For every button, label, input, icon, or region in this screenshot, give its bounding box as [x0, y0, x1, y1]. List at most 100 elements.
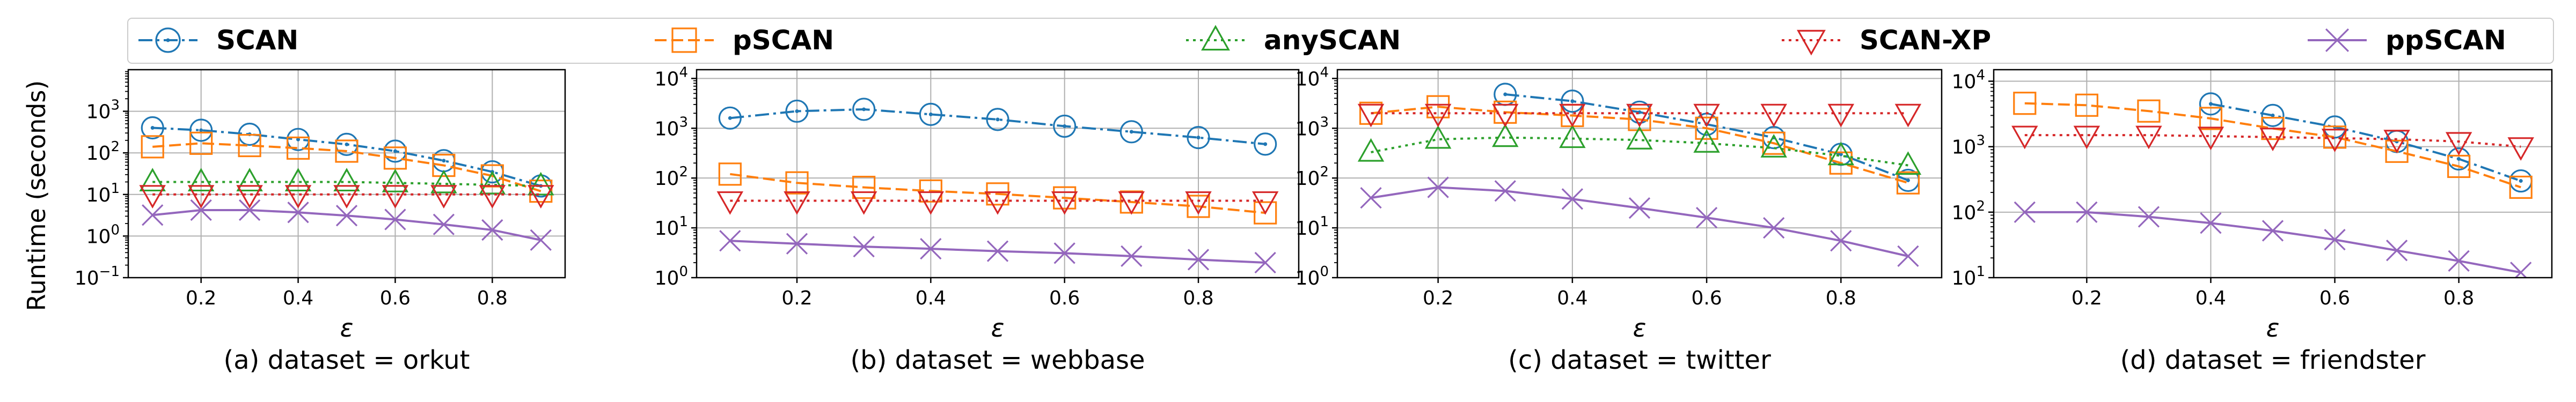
data-point [2321, 129, 2348, 153]
data-point [382, 168, 409, 192]
data-point [853, 235, 875, 258]
data-point [1494, 180, 1516, 202]
data-point [1254, 251, 1276, 274]
data-point [333, 185, 360, 209]
data-point [2199, 107, 2223, 130]
data-point [919, 102, 942, 126]
series-scan [2199, 92, 2533, 193]
data-point [785, 99, 809, 123]
data-point [2445, 132, 2472, 156]
x-tick-label: 0.4 [1557, 287, 1587, 309]
series-scan [718, 98, 1277, 156]
data-point [141, 135, 164, 159]
data-point [1559, 124, 1586, 148]
series-layer [2011, 92, 2534, 278]
series-layer [139, 116, 554, 251]
data-point [850, 191, 877, 215]
y-tick-label: 100 [655, 264, 688, 289]
series-line [152, 142, 541, 192]
data-point [1254, 201, 1277, 225]
data-point [2138, 206, 2160, 228]
data-point [716, 191, 744, 215]
plot-frame [127, 69, 566, 279]
data-point [1628, 197, 1651, 219]
series-layer [1357, 83, 1922, 267]
x-tick-label: 0.4 [2196, 287, 2226, 309]
data-point [1760, 103, 1787, 128]
x-tick-label: 0.2 [1423, 287, 1453, 309]
data-point [852, 175, 876, 199]
data-point [718, 162, 742, 186]
y-tick-label: 103 [1952, 133, 1985, 159]
series-ppscan [142, 199, 552, 251]
data-point [238, 199, 261, 221]
data-point [1357, 138, 1385, 162]
data-point [1492, 103, 1519, 128]
data-point [287, 202, 309, 224]
panel-caption: (c) dataset = twitter [1508, 345, 1771, 375]
data-point [2011, 125, 2038, 150]
data-point [917, 191, 945, 215]
data-point [1187, 126, 1210, 150]
x-tick-label: 0.8 [2443, 287, 2474, 309]
series-line [730, 108, 1265, 145]
grid [128, 70, 565, 278]
data-point [384, 209, 406, 230]
series-ppscan [719, 230, 1276, 274]
data-point [2076, 201, 2098, 223]
data-point [1360, 187, 1382, 209]
data-point [2383, 130, 2410, 154]
data-point [1827, 142, 1855, 166]
data-point [2073, 125, 2101, 150]
x-axis-label: ε [340, 314, 354, 343]
series-scan-xp [716, 191, 1279, 215]
data-point [2135, 125, 2162, 150]
x-tick-label: 0.8 [477, 287, 508, 309]
data-point [2509, 175, 2533, 199]
legend-label: SCAN-XP [1860, 25, 1991, 56]
data-point [920, 238, 942, 260]
data-point [1762, 131, 1785, 155]
y-tick-label: 102 [1952, 198, 1985, 224]
data-point [238, 133, 261, 158]
data-point [1053, 242, 1075, 264]
legend-entry-scan-xp: SCAN-XP [1782, 25, 1991, 56]
data-point [2385, 240, 2408, 262]
data-point [1492, 123, 1519, 147]
x-tick-label: 0.2 [186, 287, 216, 309]
series-line [2024, 134, 2521, 148]
data-point [1894, 103, 1922, 128]
data-point [382, 185, 409, 209]
data-point [1424, 103, 1452, 128]
data-point [189, 131, 213, 155]
series-pscan [1359, 95, 1920, 195]
series-scan [141, 116, 553, 198]
data-point [284, 168, 312, 192]
data-point [333, 168, 360, 192]
series-line [2211, 102, 2521, 182]
y-tick-label: 101 [86, 181, 120, 206]
data-point [284, 185, 312, 209]
data-point [335, 205, 358, 227]
data-point [1187, 195, 1210, 218]
x-tick-label: 0.6 [2319, 287, 2350, 309]
y-tick-label: 103 [1296, 114, 1329, 140]
data-point [984, 191, 1011, 215]
data-point [1693, 103, 1720, 128]
series-scan-xp [2011, 125, 2534, 161]
y-axis-label: Runtime (seconds) [22, 80, 51, 311]
data-point [2259, 128, 2286, 152]
data-point [1559, 103, 1586, 128]
y-tick-label: 102 [86, 139, 120, 165]
data-point [1561, 188, 1584, 210]
x-tick-label: 0.4 [283, 287, 313, 309]
x-tick-label: 0.6 [380, 287, 411, 309]
x-tick-label: 0.8 [1183, 287, 1213, 309]
data-point [785, 171, 809, 195]
data-point [2385, 139, 2409, 163]
data-point [1693, 129, 1720, 153]
y-tick-label: 102 [655, 164, 688, 190]
data-point [2197, 126, 2224, 151]
x-axis-label: ε [1633, 314, 1646, 343]
